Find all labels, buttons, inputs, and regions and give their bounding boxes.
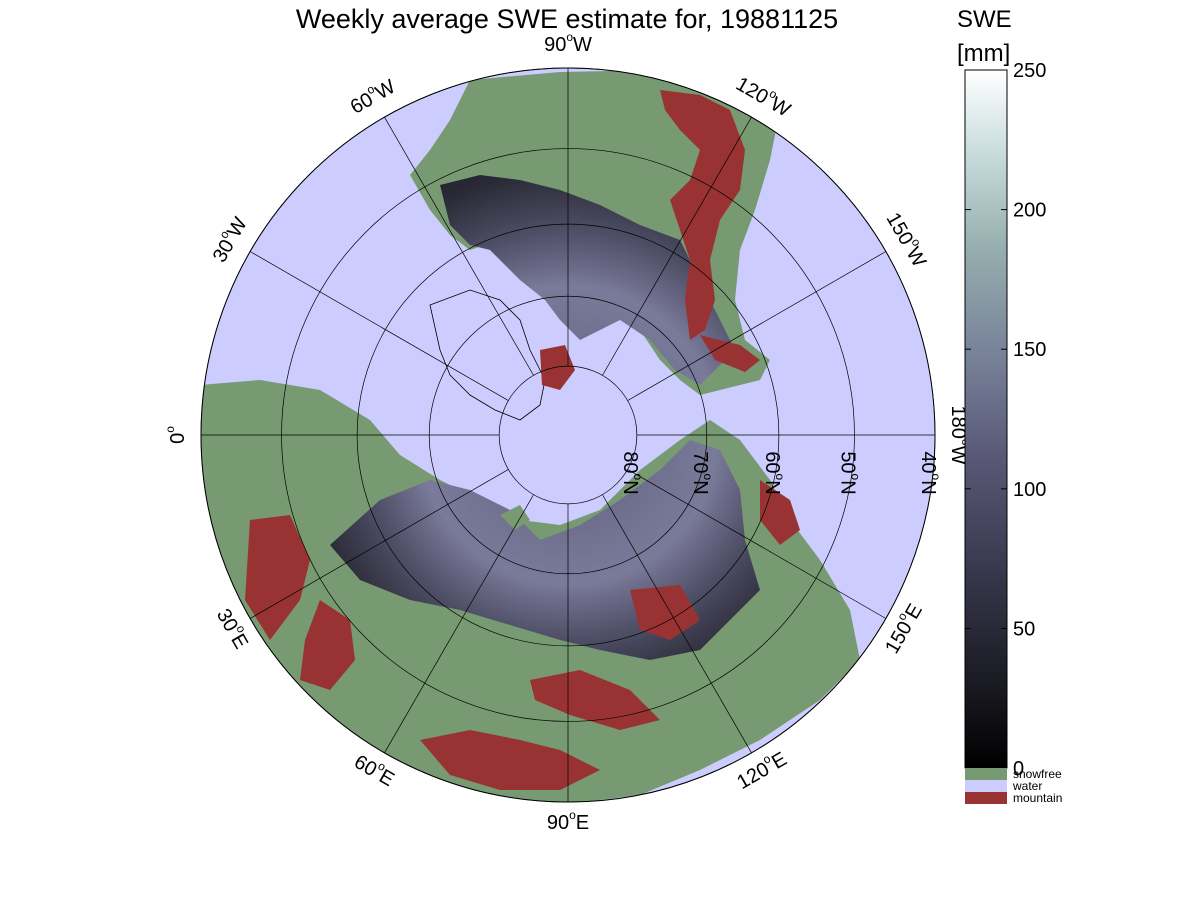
longitude-label-suffix: E: [576, 812, 589, 834]
longitude-label-value: 90: [547, 812, 569, 834]
north-america-mountains: [660, 90, 745, 340]
colorbar-gradient: [964, 69, 1008, 769]
map-title: Weekly average SWE estimate for, 1988112…: [295, 4, 839, 34]
central-asia-mountains: [420, 730, 600, 790]
latitude-labels: 80oN 70oN 60oN 50oN 40oN: [619, 451, 943, 494]
colorbar-label-unit: [mm]: [957, 40, 1011, 67]
longitude-label-suffix: W: [901, 244, 930, 271]
europe-mountains: [245, 515, 310, 640]
degree-sup: o: [566, 30, 573, 44]
longitude-label-value: 90: [544, 34, 566, 56]
meridian-line: [602, 116, 752, 376]
longitude-label-value: 60: [350, 751, 380, 781]
longitude-label-suffix: W: [573, 34, 592, 56]
latitude-label: 70oN: [689, 451, 715, 494]
legend-label-water: water: [1012, 779, 1042, 793]
meridian-line: [627, 251, 887, 401]
longitude-label-suffix: E: [768, 748, 791, 774]
legend-label-mountain: mountain: [1013, 791, 1062, 805]
degree-sup: o: [163, 426, 177, 433]
longitude-label-value: 120: [732, 73, 772, 109]
longitude-label: 60oW: [345, 72, 400, 119]
legend-label-snowfree: snowfree: [1013, 767, 1062, 781]
longitude-label-suffix: E: [226, 630, 252, 653]
longitude-label: 0o: [163, 426, 189, 444]
longitude-label-suffix: W: [947, 446, 969, 465]
longitude-label: 30oW: [205, 212, 252, 267]
east-asia-mountains: [630, 585, 700, 640]
longitude-label-value: 30: [209, 236, 239, 266]
colorbar-label-swe: SWE: [957, 6, 1012, 33]
degree-sup: o: [569, 808, 576, 822]
longitude-label-value: 150: [881, 618, 917, 658]
map-boundary: [200, 67, 936, 803]
meridian-line: [384, 494, 534, 754]
latitude-label: 80oN: [619, 451, 645, 494]
colorbar-tick-label: 200: [1013, 200, 1046, 222]
legend-swatch-water: [965, 780, 1007, 792]
latitude-label: 50oN: [836, 451, 862, 494]
meridian-line: [249, 469, 509, 619]
polar-map: [201, 68, 935, 802]
colorbar-ticks: 0 50 100 150 200 250: [965, 60, 1046, 780]
longitude-label: 90oE: [547, 808, 589, 834]
colorbar-tick-label: 150: [1013, 339, 1046, 361]
meridian-line: [384, 116, 534, 376]
arctic-island-mountains: [540, 345, 575, 390]
longitude-label-suffix: W: [372, 76, 399, 105]
novaya-zemlya: [500, 505, 530, 530]
latitude-label: 40oN: [917, 451, 943, 494]
greenland-outline: [429, 289, 546, 421]
colorbar-tick-label: 250: [1013, 60, 1046, 82]
meridian-line: [249, 251, 509, 401]
longitude-label-value: 0: [167, 433, 189, 444]
colorbar-tick-label: 100: [1013, 479, 1046, 501]
legend-swatch-mountain: [965, 792, 1007, 804]
colorbar-tick-label: 0: [1013, 758, 1024, 780]
longitude-label: 90oW: [544, 30, 592, 56]
alaska-mountains: [700, 335, 760, 372]
meridian-line: [627, 469, 887, 619]
legend-swatch-snowfree: [965, 768, 1007, 780]
meridian-line: [602, 494, 752, 754]
scandinavia-mountains: [300, 600, 355, 690]
colorbar-tick-label: 50: [1013, 618, 1035, 640]
latitude-label: 60oN: [761, 451, 787, 494]
longitude-label-value: 180: [947, 406, 969, 439]
